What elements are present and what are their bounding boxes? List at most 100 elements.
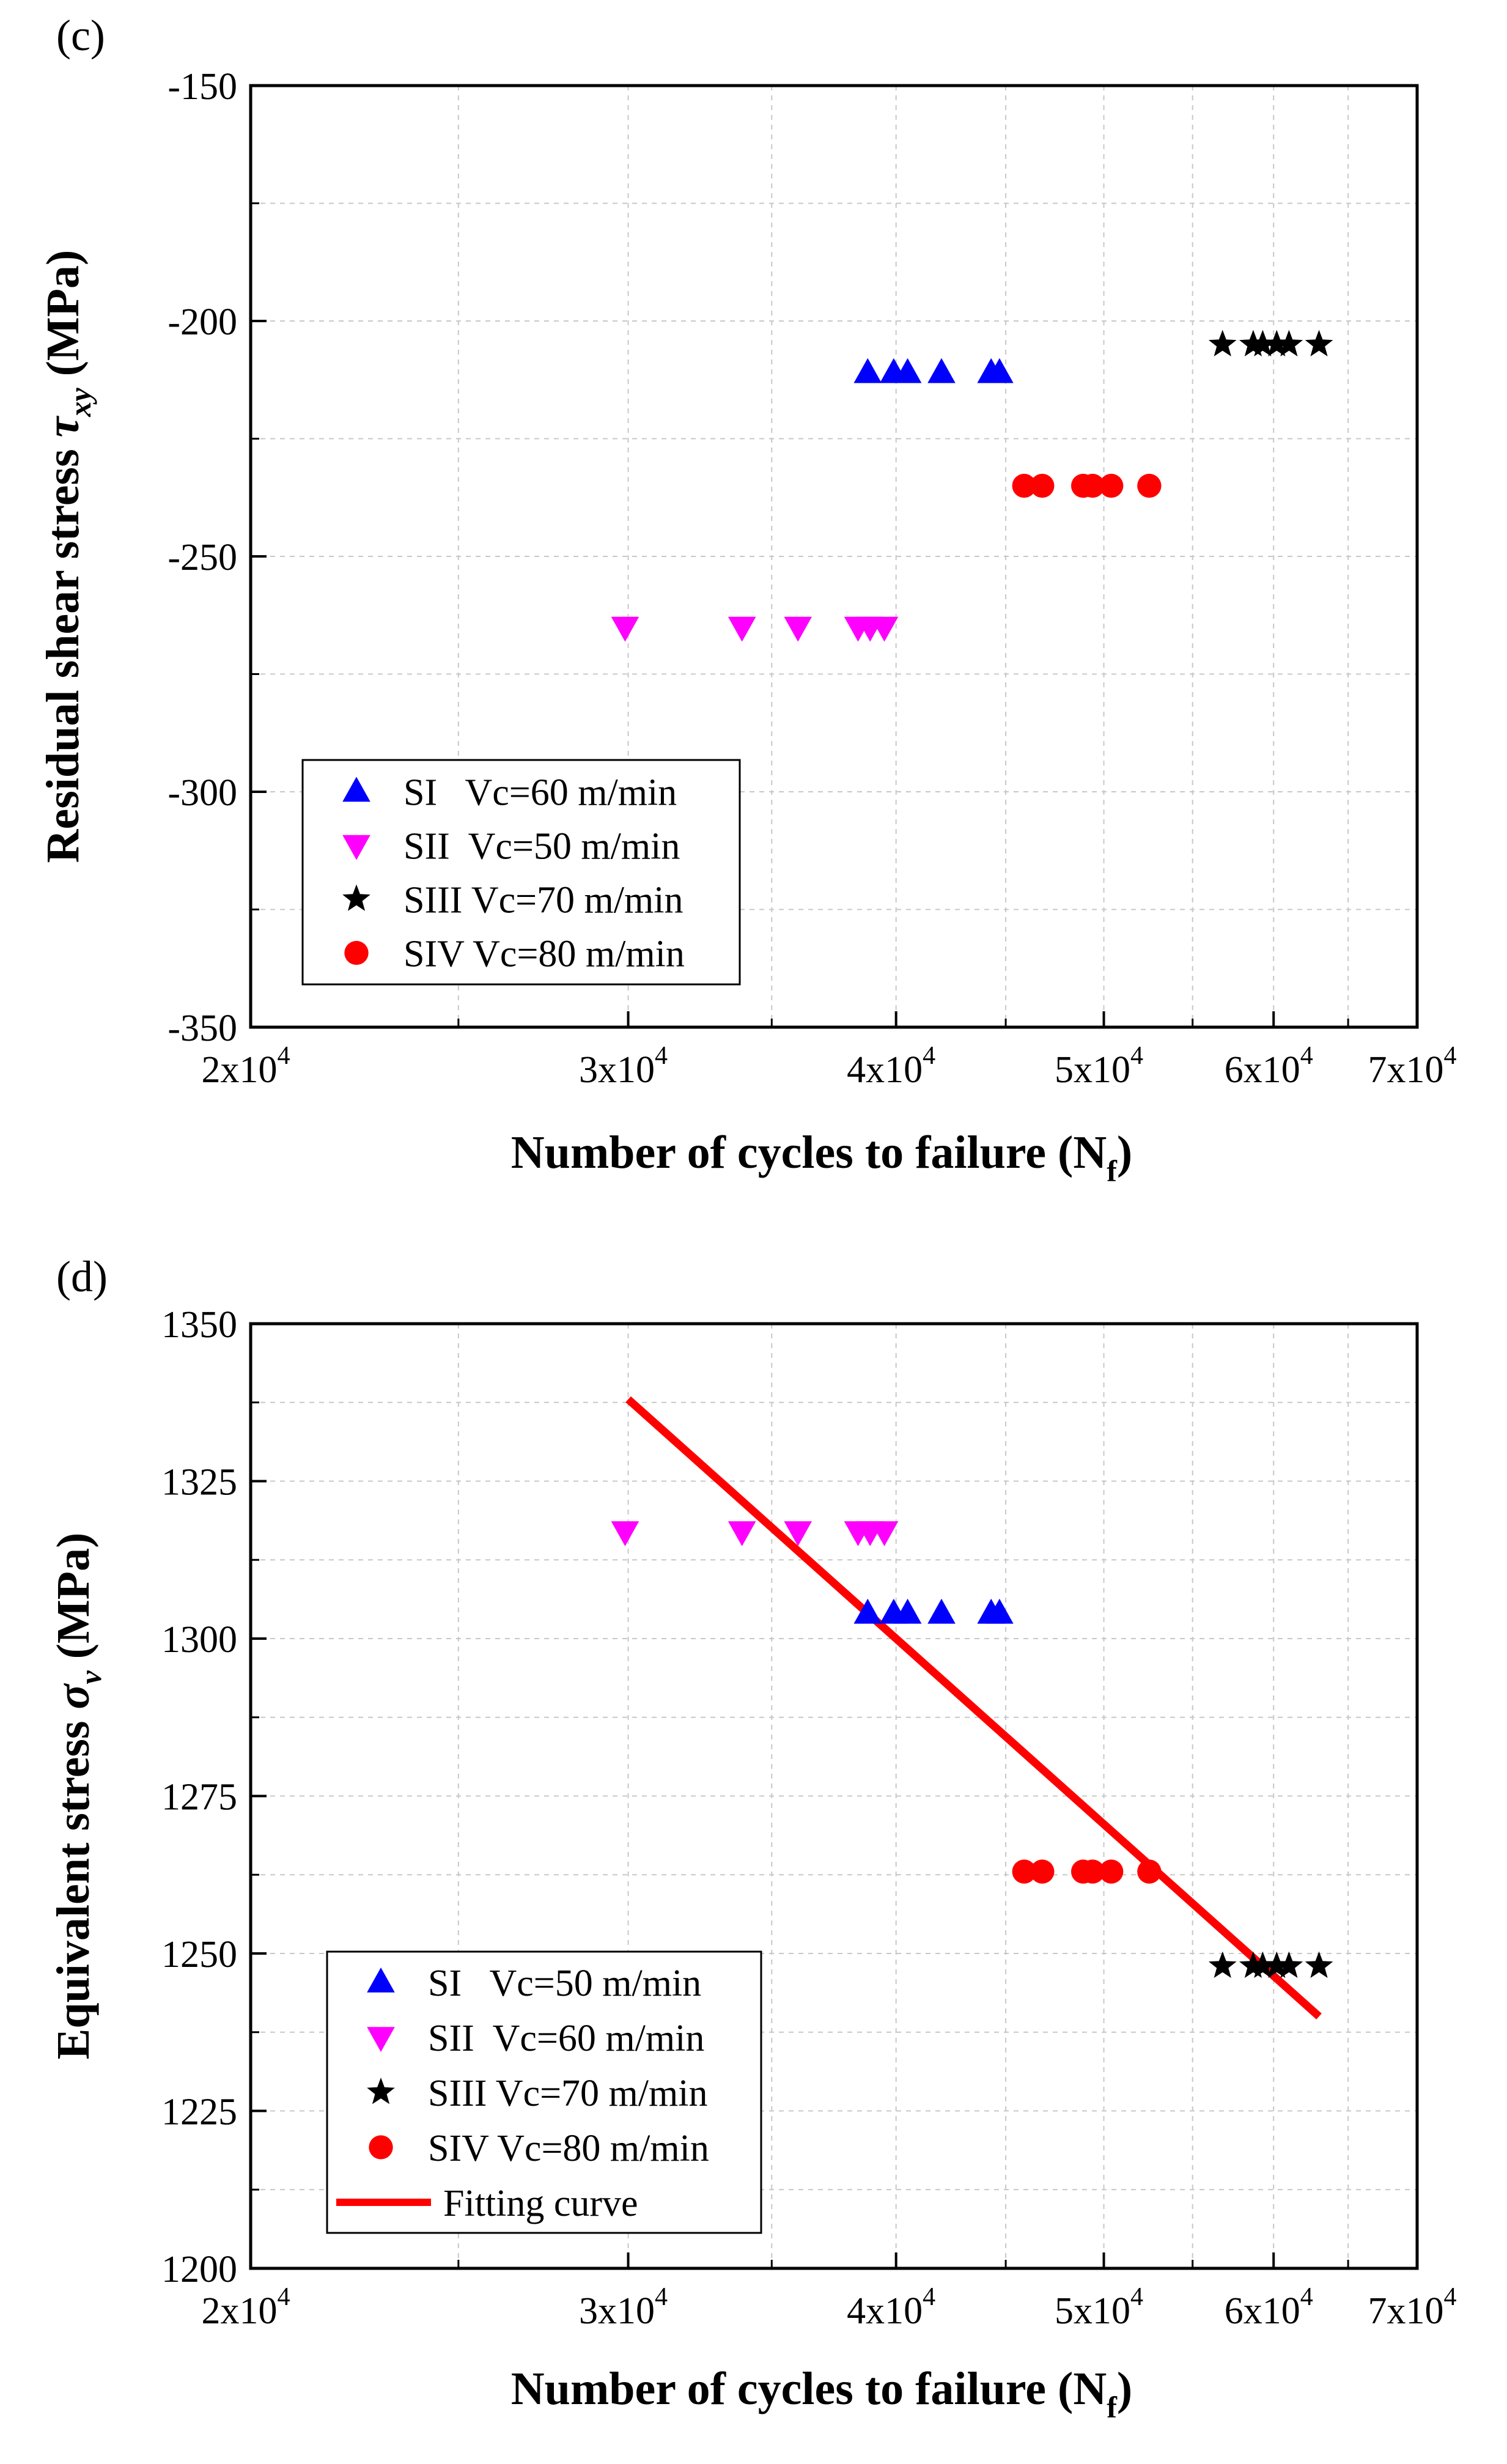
x-tick-label: 2x104 (202, 2283, 290, 2332)
data-point (1099, 1859, 1124, 1884)
data-point (986, 1598, 1014, 1624)
y-tick-label: -150 (168, 66, 237, 108)
series-sii (611, 616, 899, 642)
legend: SI Vc=60 m/min SII Vc=50 m/min SIII Vc=70 … (301, 759, 741, 986)
data-point (927, 1598, 956, 1624)
series-sii (611, 1521, 899, 1546)
x-axis-title: Number of cycles to failure (Nf) (511, 1127, 1132, 1188)
data-point (1080, 473, 1105, 498)
series-siv (1012, 1859, 1162, 1884)
data-point (893, 358, 922, 383)
x-tick-label: 6x104 (1225, 1042, 1313, 1091)
x-tick-label: 6x104 (1225, 2283, 1313, 2332)
legend-label: SII Vc=50 m/min (403, 826, 680, 868)
data-point (1262, 1951, 1291, 1978)
data-point (1099, 473, 1124, 498)
data-point (1012, 1859, 1036, 1884)
legend-box (301, 759, 741, 986)
y-tick-label: 1200 (161, 2249, 237, 2290)
panel-label: (d) (56, 1252, 108, 1301)
legend-marker (342, 884, 370, 911)
y-tick-label: -200 (168, 301, 237, 343)
data-point (1030, 1859, 1055, 1884)
series-siv (1012, 473, 1162, 498)
x-tick-label: 3x104 (579, 2283, 668, 2332)
x-tick-label: 4x104 (847, 1042, 935, 1091)
x-tick-label: 7x104 (1368, 2283, 1457, 2332)
x-tick-label: 7x104 (1368, 1042, 1457, 1091)
data-point (1248, 330, 1277, 356)
legend-marker (344, 940, 369, 965)
legend-label: SI Vc=50 m/min (428, 1963, 701, 2004)
series-siii (1208, 1951, 1333, 1978)
y-tick-label: 1350 (161, 1304, 237, 1346)
series-si (853, 1598, 1014, 1624)
y-axis-title: Residual shear stress τxy (MPa) (37, 250, 97, 863)
legend-marker (342, 835, 370, 860)
legend-label: SI Vc=60 m/min (403, 772, 677, 814)
data-point (784, 616, 812, 642)
legend-label: SIII Vc=70 m/min (428, 2073, 707, 2114)
data-point (1275, 330, 1303, 356)
legend-marker (369, 2135, 393, 2160)
legend-label: SIV Vc=80 m/min (403, 934, 685, 975)
grid-lines (251, 86, 1417, 1027)
data-point (893, 1598, 922, 1624)
y-tick-label: 1250 (161, 1934, 237, 1975)
x-tick-label: 5x104 (1055, 2283, 1143, 2332)
data-point (1305, 1951, 1333, 1978)
data-point (1248, 1951, 1277, 1978)
data-point (1208, 330, 1237, 356)
data-point (611, 1521, 639, 1546)
y-tick-label: -250 (168, 537, 237, 578)
data-point (1080, 1859, 1105, 1884)
series-siii (1208, 330, 1333, 356)
y-tick-label: -300 (168, 772, 237, 814)
data-point (1012, 473, 1036, 498)
legend-label: SII Vc=60 m/min (428, 2018, 704, 2059)
x-tick-label: 4x104 (847, 2283, 935, 2332)
data-point (870, 1521, 899, 1546)
data-point (927, 358, 956, 383)
data-point (1137, 473, 1162, 498)
legend-marker (367, 2078, 395, 2104)
data-point (1262, 330, 1291, 356)
data-point (784, 1521, 812, 1546)
legend-marker (342, 776, 370, 802)
x-tick-label: 2x104 (202, 1042, 290, 1091)
x-tick-label: 3x104 (579, 1042, 668, 1091)
y-tick-label: 1275 (161, 1777, 237, 1818)
legend-label: SIII Vc=70 m/min (403, 880, 683, 921)
y-tick-label: 1325 (161, 1462, 237, 1503)
fitting-curve-line (625, 1396, 1322, 2020)
legend-label: Fitting curve (443, 2183, 638, 2224)
data-point (1305, 330, 1333, 356)
y-tick-label: 1300 (161, 1619, 237, 1661)
data-point (853, 358, 882, 383)
x-axis-title: Number of cycles to failure (Nf) (511, 2363, 1132, 2424)
panel-label: (c) (56, 11, 105, 60)
y-tick-label: 1225 (161, 2092, 237, 2133)
grid-lines (251, 1324, 1417, 2268)
data-point (1208, 1951, 1237, 1978)
data-point (728, 616, 756, 642)
y-axis-title: Equivalent stress σv (MPa) (48, 1533, 108, 2060)
data-point (728, 1521, 756, 1546)
data-point (611, 616, 639, 642)
legend-label: SIV Vc=80 m/min (428, 2128, 709, 2169)
legend-marker (367, 2027, 395, 2052)
legend-marker (367, 1968, 395, 1993)
data-point (853, 1598, 882, 1624)
x-tick-label: 5x104 (1055, 1042, 1143, 1091)
data-point (1275, 1951, 1303, 1978)
y-tick-label: -350 (168, 1008, 237, 1049)
data-point (870, 616, 899, 642)
legend-box (326, 1950, 762, 2234)
legend: SI Vc=50 m/min SII Vc=60 m/min SIII Vc=70 … (326, 1950, 762, 2234)
data-point (1030, 473, 1055, 498)
series-si (853, 358, 1014, 383)
data-point (986, 358, 1014, 383)
